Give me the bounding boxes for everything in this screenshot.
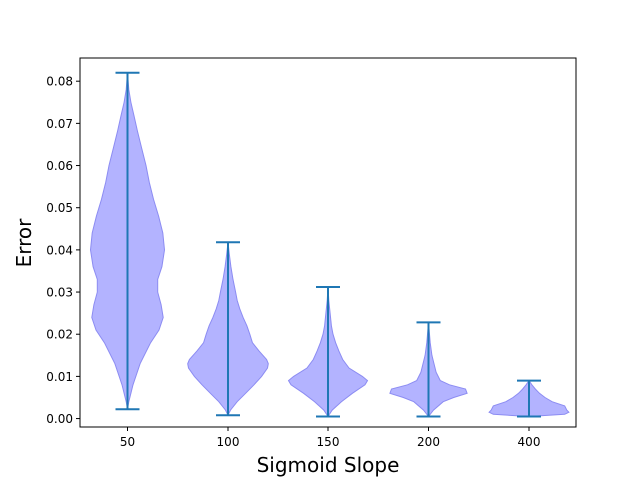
y-tick-label: 0.04 bbox=[46, 243, 73, 257]
y-axis-label: Error bbox=[12, 218, 36, 268]
y-axis-ticks: 0.00 0.01 0.02 0.03 0.04 0.05 0.06 0.07 0.08 bbox=[46, 75, 80, 426]
y-tick-label: 0.01 bbox=[46, 370, 73, 384]
y-tick-label: 0.06 bbox=[46, 159, 73, 173]
y-tick-label: 0.03 bbox=[46, 286, 73, 300]
x-tick-label: 200 bbox=[417, 435, 440, 449]
x-axis-label: Sigmoid Slope bbox=[257, 453, 400, 477]
y-tick-label: 0.07 bbox=[46, 117, 73, 131]
violin-stat-lines bbox=[115, 71, 541, 418]
y-tick-label: 0.00 bbox=[46, 412, 73, 426]
x-tick-label: 150 bbox=[317, 435, 340, 449]
y-tick-label: 0.05 bbox=[46, 201, 73, 215]
x-axis-ticks: 50 100 150 200 400 bbox=[120, 427, 541, 449]
x-tick-label: 50 bbox=[120, 435, 135, 449]
x-tick-label: 400 bbox=[518, 435, 541, 449]
y-tick-label: 0.02 bbox=[46, 328, 73, 342]
x-tick-label: 100 bbox=[217, 435, 240, 449]
y-tick-label: 0.08 bbox=[46, 75, 73, 89]
